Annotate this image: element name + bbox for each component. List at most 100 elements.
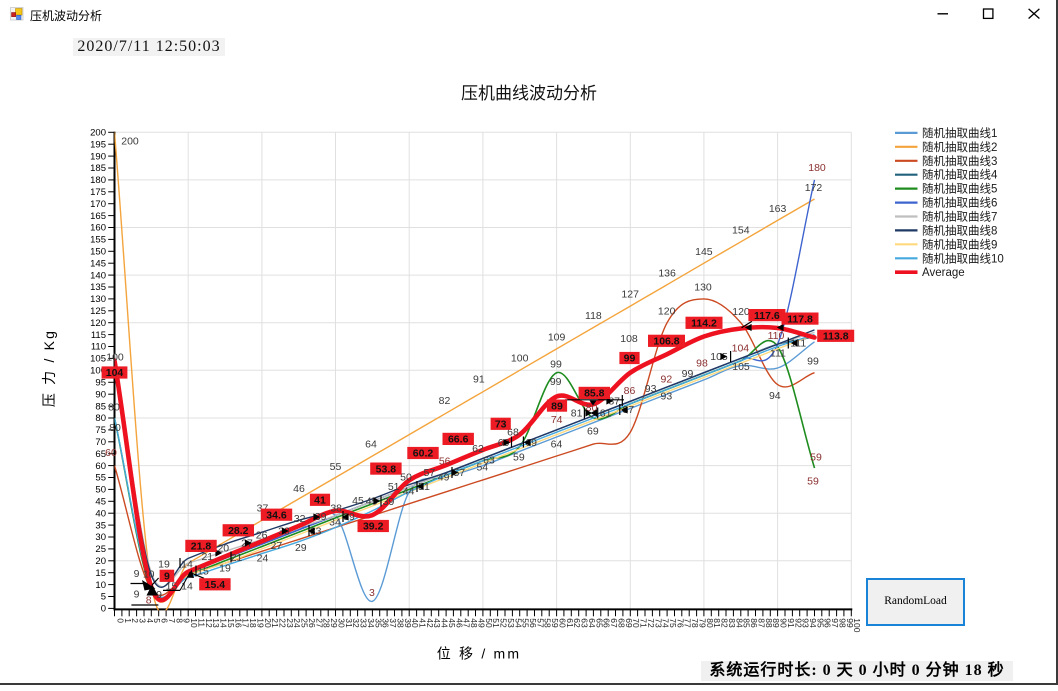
- svg-text:125: 125: [90, 306, 106, 317]
- svg-text:74: 74: [551, 414, 563, 426]
- svg-text:60.2: 60.2: [413, 448, 434, 460]
- svg-text:62: 62: [572, 618, 582, 628]
- svg-text:随机抽取曲线8: 随机抽取曲线8: [922, 223, 997, 237]
- svg-text:90: 90: [779, 618, 789, 628]
- svg-text:82: 82: [720, 618, 730, 628]
- svg-text:84: 84: [734, 618, 744, 628]
- svg-text:24: 24: [257, 552, 269, 564]
- svg-text:15: 15: [95, 568, 106, 579]
- svg-text:随机抽取曲线10: 随机抽取曲线10: [922, 251, 1004, 265]
- svg-text:18: 18: [248, 618, 258, 628]
- svg-text:110: 110: [91, 342, 106, 353]
- svg-text:63: 63: [483, 455, 495, 467]
- svg-text:39: 39: [403, 618, 413, 628]
- svg-text:3: 3: [138, 618, 148, 623]
- svg-text:145: 145: [695, 246, 713, 258]
- svg-text:68: 68: [507, 427, 519, 439]
- svg-text:12: 12: [204, 618, 214, 628]
- svg-text:14: 14: [181, 581, 193, 593]
- svg-text:85: 85: [742, 618, 752, 628]
- svg-text:9: 9: [134, 588, 140, 600]
- svg-text:57: 57: [535, 618, 545, 628]
- svg-text:88: 88: [764, 618, 774, 628]
- svg-text:38: 38: [330, 503, 342, 515]
- svg-text:130: 130: [90, 294, 106, 305]
- svg-text:8: 8: [146, 595, 152, 607]
- svg-text:98: 98: [838, 618, 848, 628]
- svg-text:38: 38: [395, 618, 405, 628]
- svg-text:127: 127: [621, 289, 639, 301]
- svg-text:63: 63: [580, 618, 590, 628]
- svg-text:60: 60: [558, 618, 568, 628]
- svg-text:65: 65: [95, 449, 106, 460]
- svg-text:90: 90: [95, 389, 106, 400]
- svg-text:185: 185: [90, 163, 106, 174]
- svg-text:37: 37: [257, 503, 269, 515]
- svg-text:111: 111: [790, 338, 806, 350]
- svg-text:69: 69: [525, 437, 537, 449]
- svg-text:53.8: 53.8: [376, 463, 397, 475]
- svg-text:117.8: 117.8: [787, 313, 813, 325]
- svg-text:99: 99: [550, 359, 562, 371]
- svg-text:94: 94: [769, 390, 781, 402]
- svg-text:95: 95: [815, 618, 825, 628]
- svg-text:105: 105: [710, 351, 728, 363]
- svg-text:7: 7: [167, 618, 177, 623]
- svg-text:91: 91: [473, 374, 485, 386]
- svg-text:27: 27: [271, 540, 283, 552]
- svg-text:39: 39: [343, 511, 355, 523]
- svg-text:163: 163: [769, 203, 787, 215]
- svg-text:44: 44: [403, 486, 415, 498]
- svg-text:14: 14: [181, 558, 193, 570]
- svg-text:46: 46: [454, 618, 464, 628]
- svg-text:87: 87: [756, 618, 766, 628]
- svg-text:42: 42: [425, 618, 435, 628]
- svg-text:48: 48: [469, 618, 479, 628]
- svg-text:45: 45: [366, 496, 378, 508]
- svg-text:195: 195: [90, 139, 106, 150]
- svg-text:33: 33: [359, 618, 369, 628]
- svg-text:13: 13: [211, 618, 221, 628]
- svg-text:49: 49: [438, 472, 450, 484]
- svg-text:57: 57: [424, 467, 436, 479]
- svg-text:15: 15: [197, 566, 209, 578]
- svg-text:59: 59: [550, 618, 560, 628]
- svg-text:97: 97: [830, 618, 840, 628]
- svg-text:11: 11: [196, 618, 206, 627]
- svg-text:41: 41: [418, 618, 428, 628]
- svg-text:104: 104: [732, 342, 750, 354]
- svg-text:140: 140: [90, 270, 106, 281]
- svg-text:34: 34: [329, 516, 341, 528]
- svg-text:200: 200: [121, 136, 139, 148]
- svg-text:10: 10: [143, 569, 155, 581]
- svg-text:31: 31: [344, 618, 354, 628]
- svg-text:100: 100: [511, 353, 529, 365]
- svg-text:79: 79: [698, 618, 708, 628]
- svg-text:50: 50: [400, 472, 412, 484]
- svg-text:89: 89: [771, 618, 781, 628]
- svg-text:49: 49: [476, 618, 486, 628]
- svg-text:25: 25: [95, 544, 106, 555]
- svg-text:92: 92: [793, 618, 803, 628]
- svg-text:80: 80: [705, 618, 715, 628]
- svg-text:21.8: 21.8: [191, 541, 212, 553]
- svg-text:20: 20: [217, 542, 229, 554]
- svg-text:76: 76: [675, 618, 685, 628]
- svg-text:9: 9: [156, 589, 162, 601]
- svg-text:随机抽取曲线1: 随机抽取曲线1: [922, 126, 997, 140]
- svg-text:50: 50: [484, 618, 494, 628]
- svg-text:106.8: 106.8: [653, 336, 679, 348]
- svg-text:82: 82: [439, 395, 451, 407]
- svg-text:61: 61: [565, 618, 575, 628]
- svg-text:1: 1: [123, 618, 133, 623]
- svg-text:91: 91: [786, 618, 796, 628]
- svg-text:70: 70: [95, 437, 106, 448]
- svg-text:33: 33: [310, 525, 322, 537]
- svg-text:24: 24: [292, 618, 302, 628]
- svg-text:55: 55: [521, 618, 531, 628]
- svg-text:108: 108: [620, 333, 638, 345]
- svg-text:21: 21: [201, 551, 213, 563]
- svg-text:80: 80: [108, 402, 120, 414]
- svg-text:Average: Average: [922, 267, 965, 279]
- svg-text:68: 68: [616, 618, 626, 628]
